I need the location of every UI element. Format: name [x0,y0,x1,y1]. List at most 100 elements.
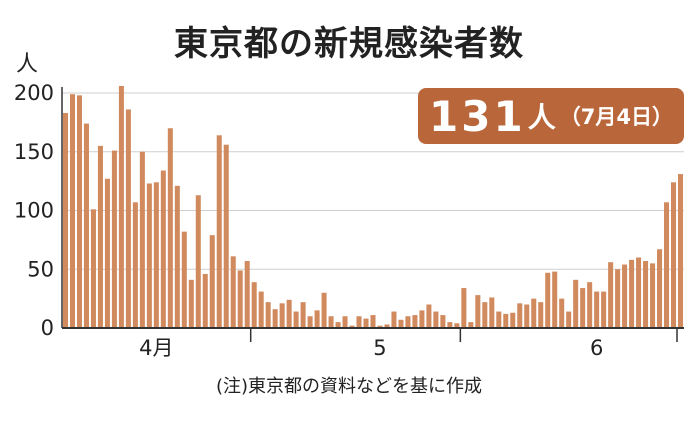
y-tick-label: 200 [14,81,54,105]
bar [601,291,607,328]
bar [622,264,628,328]
y-axis-unit-label: 人 [16,52,39,77]
bar [188,279,194,328]
bar [286,299,292,328]
bar [538,302,544,328]
bar [328,316,334,328]
chart-title: 東京都の新規感染者数 [174,24,524,64]
bar [321,292,327,328]
x-tick-label: 4月 [139,336,173,360]
bar [391,311,397,328]
bar [447,322,453,328]
bar [146,183,152,328]
bar [629,259,635,328]
bar [594,291,600,328]
bar [69,94,75,328]
bar [307,316,313,328]
bar [216,135,222,328]
bar [398,319,404,328]
bar [405,316,411,328]
bar [503,313,509,328]
y-tick-label: 150 [14,140,54,164]
bar [531,298,537,328]
bar [335,322,341,328]
bar [552,271,558,328]
bar [349,325,355,328]
bar [342,316,348,328]
bar [293,311,299,328]
bar [174,185,180,328]
x-tick-label: 5 [373,336,386,360]
y-tick-label: 50 [27,257,54,281]
bar [139,151,145,328]
bar [377,325,383,328]
bar [426,304,432,328]
bar [314,310,320,328]
bar [671,182,677,328]
bar [153,182,159,328]
bar [76,95,82,328]
bar [90,209,96,328]
bar [440,315,446,328]
bar [412,315,418,328]
bar [454,323,460,328]
bar [419,310,425,328]
latest-count-callout: 131 人 （7月4日） [418,88,684,144]
bar [356,316,362,328]
bar [118,85,124,328]
bar [125,109,131,328]
y-tick-label: 0 [41,316,54,340]
bar [209,235,215,328]
bar [496,311,502,328]
bar [482,302,488,328]
bar [111,150,117,328]
bar [300,302,306,328]
bar [195,195,201,328]
bar [237,270,243,328]
bar [272,309,278,328]
bar [104,178,110,328]
bar [461,288,467,328]
bar [524,304,530,328]
bar [580,288,586,328]
x-tick-label: 6 [590,336,603,360]
bar [160,170,166,328]
y-tick-label: 100 [14,199,54,223]
bar [510,312,516,328]
bar [384,324,390,328]
bar [587,282,593,328]
bar [230,256,236,328]
bar [258,291,264,328]
bar [636,257,642,328]
bar [83,123,89,328]
bar [244,261,250,328]
latest-count-value: 131 [429,91,526,141]
bar [279,303,285,328]
bar [181,231,187,328]
bar [643,261,649,328]
bar [468,322,474,328]
bar [370,315,376,328]
bar [545,272,551,328]
bar [132,202,138,328]
bar [650,263,656,328]
bar [657,249,663,328]
bar [517,303,523,328]
bar [251,282,257,328]
bar [608,262,614,328]
bar [202,273,208,328]
bar [167,128,173,328]
source-note: (注)東京都の資料などを基に作成 [215,376,483,397]
bar [433,311,439,328]
bar [566,311,572,328]
bar [223,144,229,328]
bar [475,295,481,328]
bar [559,298,565,328]
bar [265,302,271,328]
bar [489,297,495,328]
bar [677,174,684,328]
bar [664,202,670,328]
latest-count-date: （7月4日） [559,105,673,129]
latest-count-unit: 人 [527,101,556,134]
